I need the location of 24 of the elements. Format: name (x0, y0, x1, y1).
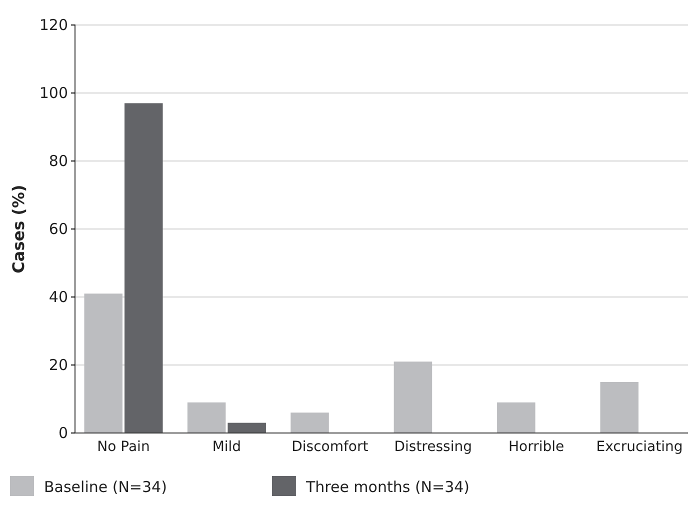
x-tick-label: Horrible (508, 438, 564, 455)
bar (497, 402, 536, 433)
bar (394, 362, 432, 433)
y-tick-label: 60 (48, 220, 68, 238)
legend-label: Three months (N=34) (304, 478, 470, 496)
y-tick-label: 120 (39, 16, 68, 34)
y-tick-label: 0 (58, 424, 68, 442)
y-tick-label: 100 (39, 84, 68, 102)
y-tick-label: 80 (48, 152, 68, 170)
bar (84, 294, 122, 433)
bar (228, 422, 266, 433)
bar (290, 412, 329, 433)
y-tick-label: 40 (48, 288, 68, 306)
legend-label: Baseline (N=34) (44, 478, 167, 496)
bar (124, 103, 163, 433)
y-tick-label: 20 (48, 356, 68, 374)
x-tick-label: Distressing (394, 438, 472, 455)
bar (187, 402, 226, 433)
x-tick-label: No Pain (97, 438, 150, 455)
y-axis-title: Cases (%) (9, 184, 28, 274)
x-tick-label: Excruciating (596, 438, 683, 455)
bar (600, 382, 638, 433)
x-tick-label: Mild (212, 438, 242, 455)
x-tick-label: Discomfort (292, 438, 369, 455)
